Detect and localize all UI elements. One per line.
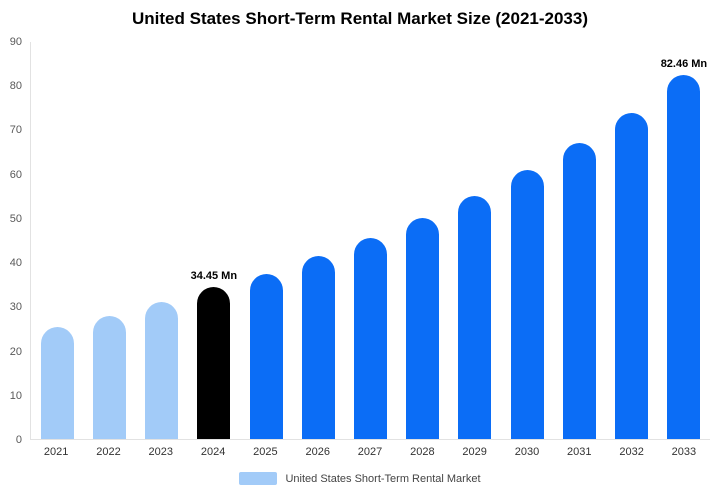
bar-2024[interactable] <box>197 287 231 439</box>
x-label-2027: 2027 <box>357 446 383 458</box>
bar-2029[interactable] <box>458 196 492 439</box>
y-tick-60: 60 <box>9 168 22 181</box>
bar-slot-2027 <box>344 42 396 439</box>
legend: United States Short-Term Rental Market <box>0 472 720 485</box>
y-tick-40: 40 <box>9 257 22 270</box>
bar-slot-2033: 82.46 Mn <box>658 42 710 439</box>
x-label-2025: 2025 <box>253 446 278 458</box>
bar-2022[interactable] <box>92 315 126 439</box>
y-tick-80: 80 <box>9 80 22 93</box>
x-label-2022: 2022 <box>96 446 121 458</box>
bar-2027[interactable] <box>354 238 388 439</box>
plot-area: 34.45 Mn 82.46 Mn <box>30 42 710 440</box>
x-label-2031: 2031 <box>567 446 592 458</box>
x-label-2033: 2033 <box>671 446 697 458</box>
bar-2028[interactable] <box>406 218 440 439</box>
x-label-2032: 2032 <box>619 446 644 458</box>
bar-2026[interactable] <box>301 255 335 439</box>
x-label-2024: 2024 <box>200 446 226 458</box>
y-tick-90: 90 <box>9 36 22 48</box>
y-tick-10: 10 <box>9 389 22 402</box>
x-label-2029: 2029 <box>462 446 487 458</box>
y-tick-20: 20 <box>9 345 22 358</box>
x-label-2026: 2026 <box>305 446 330 458</box>
x-label-2023: 2023 <box>148 446 174 458</box>
data-label-2033: 82.46 Mn <box>660 58 708 71</box>
bar-slot-2025 <box>240 42 292 439</box>
bar-slot-2030 <box>501 42 553 439</box>
x-label-2030: 2030 <box>514 446 540 458</box>
data-label-2024: 34.45 Mn <box>190 270 238 283</box>
bar-2031[interactable] <box>562 143 596 439</box>
bar-2025[interactable] <box>249 273 283 439</box>
y-axis: 0 10 20 30 40 50 60 70 80 90 <box>0 36 26 446</box>
bar-2023[interactable] <box>145 302 179 439</box>
x-label-2028: 2028 <box>410 446 435 458</box>
x-axis: 2021 2022 2023 2024 2025 2026 2027 2028 2029 2030… <box>30 446 710 458</box>
chart-title: United States Short-Term Rental Market S… <box>132 9 588 28</box>
bar-slot-2023 <box>135 42 187 439</box>
bar-slot-2022 <box>83 42 135 439</box>
x-label-2021: 2021 <box>43 446 69 458</box>
legend-label: United States Short-Term Rental Market <box>285 472 481 485</box>
bar-slot-2028 <box>397 42 449 439</box>
bar-2021[interactable] <box>40 326 74 439</box>
y-tick-50: 50 <box>9 212 22 225</box>
bar-slot-2021 <box>31 42 83 439</box>
bar-2032[interactable] <box>615 112 649 439</box>
legend-swatch <box>239 472 278 485</box>
bar-slot-2032 <box>606 42 658 439</box>
bar-slot-2031 <box>553 42 605 439</box>
bar-2033[interactable] <box>667 75 701 439</box>
bar-slot-2029 <box>449 42 501 439</box>
y-tick-30: 30 <box>9 301 22 314</box>
y-tick-0: 0 <box>15 434 22 446</box>
bar-slot-2024: 34.45 Mn <box>188 42 240 439</box>
bar-2030[interactable] <box>510 169 544 439</box>
bar-slot-2026 <box>292 42 344 439</box>
y-tick-70: 70 <box>9 124 22 137</box>
